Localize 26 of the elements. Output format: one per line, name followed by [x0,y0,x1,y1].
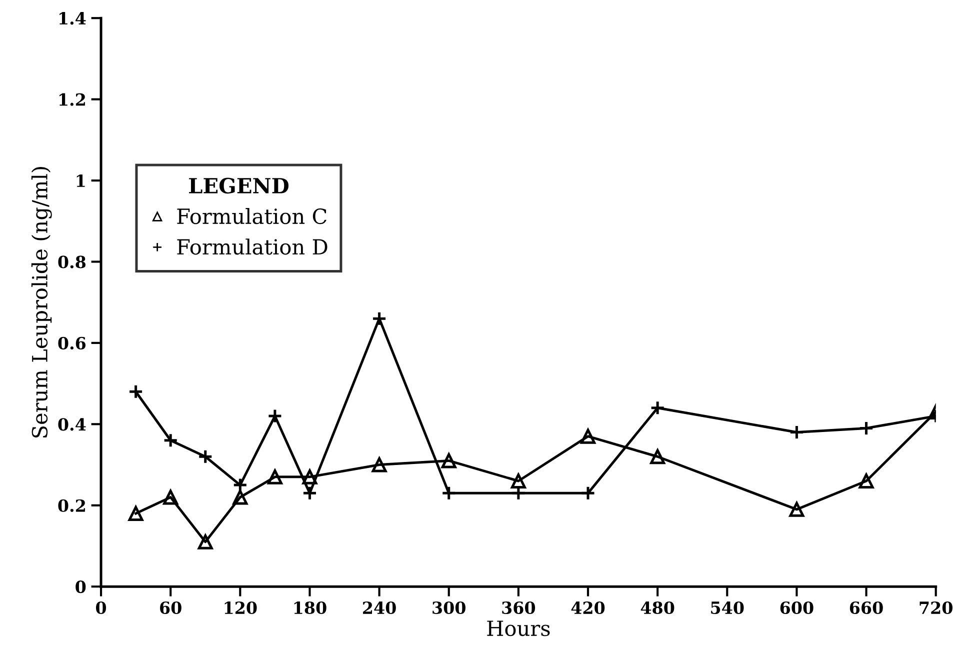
y-tick-label: 0 [76,580,86,594]
y-tick-label: 0.2 [58,499,85,512]
x-axis-title: Hours [487,620,550,636]
x-tick-label: 120 [224,601,257,614]
x-tick-label: 60 [160,601,182,614]
x-tick-label: 0 [96,601,106,614]
x-tick-label: 180 [294,601,326,614]
x-tick-label: 360 [502,601,536,614]
y-axis-title: Serum Leuprolide (ng/ml) [31,167,52,438]
y-tick-label: 0.8 [58,256,86,268]
legend-label: Formulation D [177,238,328,255]
y-tick-label: 1.2 [59,93,85,106]
x-tick-label: 660 [850,601,883,614]
x-tick-label: 480 [640,601,674,614]
y-tick-label: 0.4 [58,418,86,431]
x-tick-label: 420 [571,601,605,614]
y-tick-label: 1 [76,174,85,187]
legend-title: LEGEND [189,178,288,194]
legend-label: Formulation C [177,208,326,224]
x-tick-label: 720 [920,601,952,614]
x-tick-label: 300 [432,601,466,614]
y-tick-label: 1.4 [59,12,86,25]
x-tick-label: 600 [780,601,814,614]
x-tick-label: 540 [711,601,744,614]
y-tick-label: 0.6 [58,336,86,350]
x-tick-label: 240 [363,601,396,614]
